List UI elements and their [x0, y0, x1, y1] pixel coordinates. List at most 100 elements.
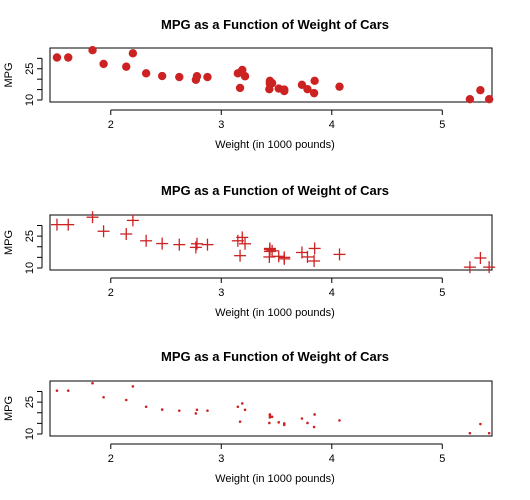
y-tick-label: 10 — [24, 94, 36, 106]
data-point — [122, 62, 131, 71]
chart-title: MPG as a Function of Weight of Cars — [161, 183, 389, 198]
scatter-panel-1: MPG as a Function of Weight of Cars 2 3 4 5 1… — [3, 17, 494, 151]
data-point — [124, 398, 128, 402]
data-point — [231, 234, 244, 247]
data-point — [483, 261, 496, 274]
data-point — [236, 405, 240, 409]
data-point — [86, 211, 99, 224]
data-point — [120, 228, 133, 240]
data-point — [194, 412, 198, 415]
x-axis-label: Weight (in 1000 pounds) — [215, 139, 335, 151]
x-axis-label: Weight (in 1000 pounds) — [215, 473, 335, 485]
data-point — [128, 49, 138, 58]
x-axis-label: Weight (in 1000 pounds) — [215, 307, 335, 319]
data-point — [177, 409, 181, 412]
data-point — [268, 416, 272, 419]
chart-title: MPG as a Function of Weight of Cars — [161, 17, 389, 32]
data-point — [233, 69, 243, 78]
data-point — [335, 82, 344, 91]
x-tick-label: 2 — [108, 119, 114, 131]
data-point — [270, 415, 274, 419]
data-point — [156, 237, 169, 250]
y-tick-label: 10 — [24, 428, 36, 440]
data-point — [277, 421, 281, 424]
x-tick-label: 2 — [108, 287, 114, 299]
data-point — [306, 421, 309, 425]
y-axis-label: MPG — [3, 396, 15, 421]
plot-frame — [49, 47, 493, 103]
y-tick-label: 25 — [24, 63, 36, 75]
data-point — [206, 409, 209, 412]
data-point — [479, 422, 482, 426]
data-point — [278, 251, 291, 264]
data-point — [468, 431, 472, 435]
data-point — [476, 86, 485, 95]
data-point — [192, 72, 202, 81]
data-point — [50, 218, 63, 231]
x-tick-label: 5 — [439, 119, 445, 131]
data-point — [55, 389, 59, 392]
data-point — [309, 88, 319, 98]
data-point — [338, 419, 341, 422]
data-point — [310, 76, 319, 86]
data-point — [282, 422, 286, 425]
data-point — [99, 59, 108, 69]
x-tick-label: 2 — [108, 453, 114, 465]
data-point — [268, 421, 271, 425]
x-tick-label: 4 — [329, 119, 335, 131]
plot-frame — [49, 380, 493, 437]
x-tick-label: 4 — [329, 287, 335, 299]
data-point — [234, 249, 247, 262]
data-point — [263, 250, 276, 263]
data-point — [126, 214, 139, 227]
data-point — [91, 381, 94, 385]
x-tick-label: 3 — [218, 287, 224, 299]
data-point — [484, 94, 494, 104]
chart-title: MPG as a Function of Weight of Cars — [161, 349, 389, 364]
data-point — [280, 85, 289, 94]
data-point — [301, 250, 314, 263]
data-point — [240, 402, 244, 405]
data-point — [141, 69, 151, 78]
data-point — [268, 413, 272, 416]
y-axis-label: MPG — [3, 230, 15, 255]
data-point — [160, 408, 164, 411]
data-point — [265, 84, 274, 94]
data-point — [144, 405, 148, 409]
data-point — [463, 261, 476, 274]
y-tick-label: 10 — [24, 262, 36, 274]
data-point — [157, 71, 167, 81]
data-point — [175, 72, 184, 82]
data-point — [487, 431, 491, 435]
data-point — [190, 237, 203, 250]
data-point — [66, 389, 70, 392]
data-point — [313, 413, 316, 416]
scatter-panel-2: MPG as a Function of Weight of Cars 2 3 4 5 1… — [3, 183, 496, 319]
data-point — [52, 53, 62, 62]
data-point — [474, 252, 487, 265]
y-axis-label: MPG — [3, 62, 15, 87]
data-point — [465, 94, 475, 104]
data-point — [240, 72, 250, 81]
y-tick-label: 25 — [24, 396, 36, 408]
data-point — [173, 238, 186, 251]
data-point — [195, 408, 199, 412]
data-point — [97, 225, 110, 238]
x-tick-label: 3 — [218, 453, 224, 465]
data-point — [131, 385, 135, 388]
scatter-panel-3: MPG as a Function of Weight of Cars 2 3 4 5 1… — [3, 349, 493, 485]
x-tick-label: 4 — [329, 453, 335, 465]
data-point — [140, 234, 153, 247]
data-point — [201, 238, 214, 251]
data-point — [62, 218, 75, 231]
data-point — [235, 83, 245, 93]
y-tick-label: 25 — [24, 230, 36, 242]
x-tick-label: 5 — [439, 453, 445, 465]
data-point — [243, 408, 247, 412]
data-point — [203, 72, 212, 82]
data-point — [88, 46, 97, 55]
data-point — [333, 248, 346, 261]
x-tick-label: 5 — [439, 287, 445, 299]
data-point — [102, 395, 105, 399]
